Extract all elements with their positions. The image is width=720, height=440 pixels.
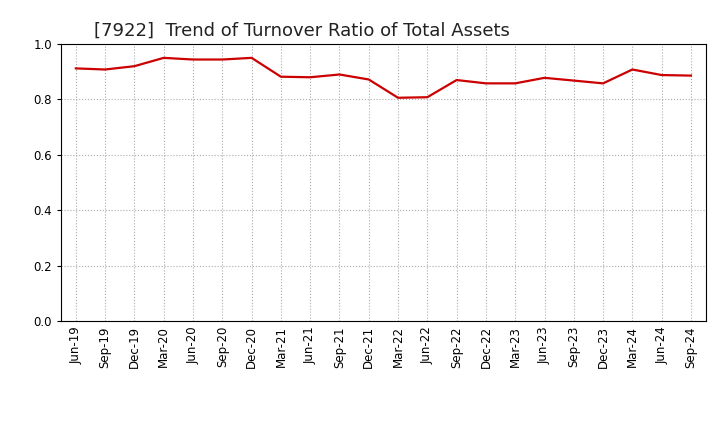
Text: [7922]  Trend of Turnover Ratio of Total Assets: [7922] Trend of Turnover Ratio of Total … [94,22,510,40]
